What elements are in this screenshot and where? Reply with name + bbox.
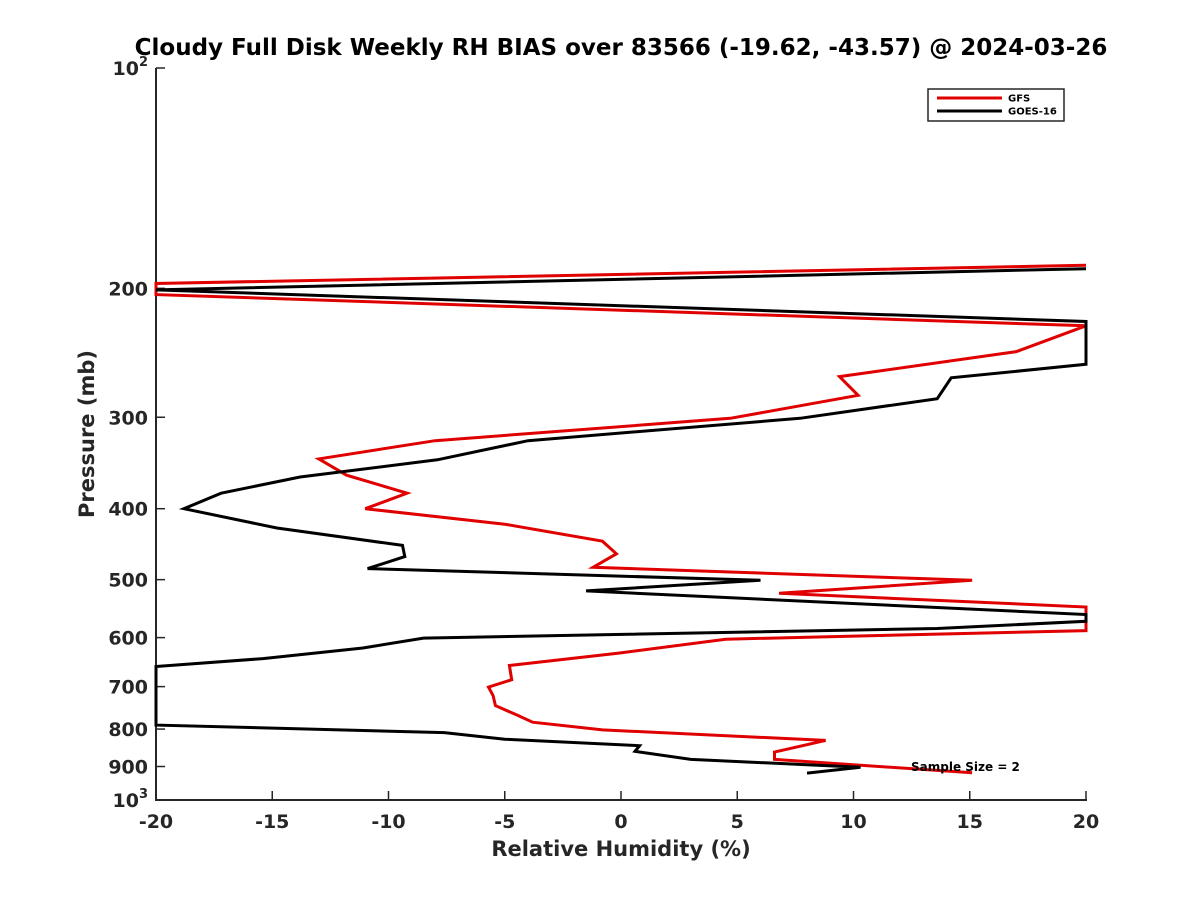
x-tick-label: -10 — [371, 811, 405, 833]
y-tick-exponent: 2 — [139, 55, 148, 70]
y-tick-label: 600 — [108, 628, 148, 650]
x-tick-label: 15 — [957, 811, 983, 833]
sample-size-annotation: Sample Size = 2 — [911, 760, 1020, 774]
x-axis-label: Relative Humidity (%) — [491, 837, 750, 861]
series-line-goes16 — [154, 267, 1088, 775]
x-tick-label: 5 — [731, 811, 744, 833]
y-axis-label: Pressure (mb) — [75, 350, 99, 518]
y-tick-exponent: 3 — [139, 787, 148, 802]
legend-label-goes16: GOES-16 — [1008, 107, 1057, 118]
x-tick-label: -15 — [255, 811, 289, 833]
y-tick-label: 200 — [108, 278, 148, 300]
legend-box — [927, 88, 1065, 122]
y-tick-base: 10 — [113, 790, 139, 812]
x-tick-label: 10 — [840, 811, 866, 833]
series-layer — [154, 263, 1088, 775]
y-tick-label: 700 — [108, 677, 148, 699]
x-tick-label: -20 — [139, 811, 173, 833]
y-tick-label: 800 — [108, 719, 148, 741]
y-tick-label: 400 — [108, 499, 148, 521]
chart-title: Cloudy Full Disk Weekly RH BIAS over 835… — [135, 35, 1108, 61]
y-tick-label: 300 — [108, 407, 148, 429]
legend-label-gfs: GFS — [1008, 94, 1030, 105]
x-ticks: -20 -15 -10 -5 0 5 10 15 20 — [139, 791, 1099, 833]
legend: GFS GOES-16 — [927, 88, 1065, 122]
x-tick-label: -5 — [494, 811, 515, 833]
y-tick-label: 900 — [108, 757, 148, 779]
x-tick-label: 20 — [1073, 811, 1099, 833]
series-line-gfs — [154, 263, 1088, 775]
x-tick-label: 0 — [614, 811, 627, 833]
y-tick-label: 103 — [113, 787, 149, 812]
y-tick-label: 500 — [108, 570, 148, 592]
y-tick-base: 10 — [113, 58, 139, 80]
y-tick-label: 102 — [113, 55, 149, 80]
